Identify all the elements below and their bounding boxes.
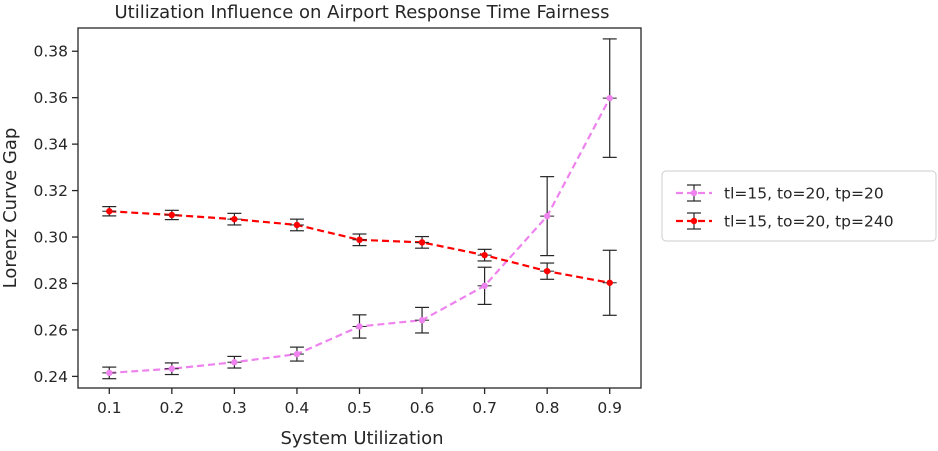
data-point xyxy=(293,221,301,229)
y-axis: 0.24 0.26 0.28 0.30 0.32 0.34 0.36 0.38 xyxy=(33,43,78,386)
legend-box xyxy=(661,170,937,242)
plot-area xyxy=(102,38,617,380)
y-tick-label: 0.34 xyxy=(33,136,68,154)
y-tick-label: 0.28 xyxy=(33,275,68,293)
series-2 xyxy=(102,206,617,316)
x-tick-label: 0.1 xyxy=(97,399,122,417)
y-tick-label: 0.26 xyxy=(33,321,68,339)
legend-label: tl=15, to=20, tp=240 xyxy=(724,213,894,231)
chart-title: Utilization Influence on Airport Respons… xyxy=(114,2,609,23)
data-point xyxy=(481,282,488,290)
data-point xyxy=(418,316,426,324)
x-axis: 0.1 0.2 0.3 0.4 0.5 0.6 0.7 0.8 0.9 xyxy=(97,388,622,417)
data-point xyxy=(543,212,551,220)
legend-item: tl=15, to=20, tp=240 xyxy=(676,212,894,231)
y-tick-label: 0.30 xyxy=(33,229,68,247)
x-tick-label: 0.2 xyxy=(160,399,185,417)
data-point xyxy=(356,323,363,330)
data-point xyxy=(606,279,613,286)
data-point xyxy=(231,359,238,366)
y-tick-label: 0.32 xyxy=(33,182,68,200)
data-point xyxy=(606,94,613,102)
legend: tl=15, to=20, tp=20 tl=15, to=20, tp=240 xyxy=(661,170,937,242)
legend-label: tl=15, to=20, tp=20 xyxy=(724,185,884,203)
x-tick-label: 0.4 xyxy=(285,399,310,417)
x-axis-label: System Utilization xyxy=(280,428,443,449)
series-line xyxy=(109,210,610,284)
series-1 xyxy=(102,38,617,380)
data-point xyxy=(168,211,176,219)
legend-item: tl=15, to=20, tp=20 xyxy=(676,184,884,203)
y-tick-label: 0.36 xyxy=(33,89,68,107)
y-tick-label: 0.38 xyxy=(33,43,68,61)
data-point xyxy=(106,369,113,377)
data-point xyxy=(356,236,363,244)
data-point xyxy=(418,239,426,246)
data-point xyxy=(481,251,488,259)
data-point xyxy=(543,267,551,275)
x-tick-label: 0.6 xyxy=(410,399,435,417)
x-tick-label: 0.9 xyxy=(597,399,622,417)
data-point xyxy=(168,365,176,372)
x-tick-label: 0.5 xyxy=(347,399,372,417)
data-point xyxy=(106,208,113,215)
x-tick-label: 0.8 xyxy=(535,399,560,417)
y-tick-label: 0.24 xyxy=(33,368,68,386)
data-point xyxy=(293,350,301,358)
data-point xyxy=(231,215,238,223)
y-axis-label: Lorenz Curve Gap xyxy=(0,128,21,289)
x-tick-label: 0.7 xyxy=(472,399,497,417)
x-tick-label: 0.3 xyxy=(222,399,247,417)
